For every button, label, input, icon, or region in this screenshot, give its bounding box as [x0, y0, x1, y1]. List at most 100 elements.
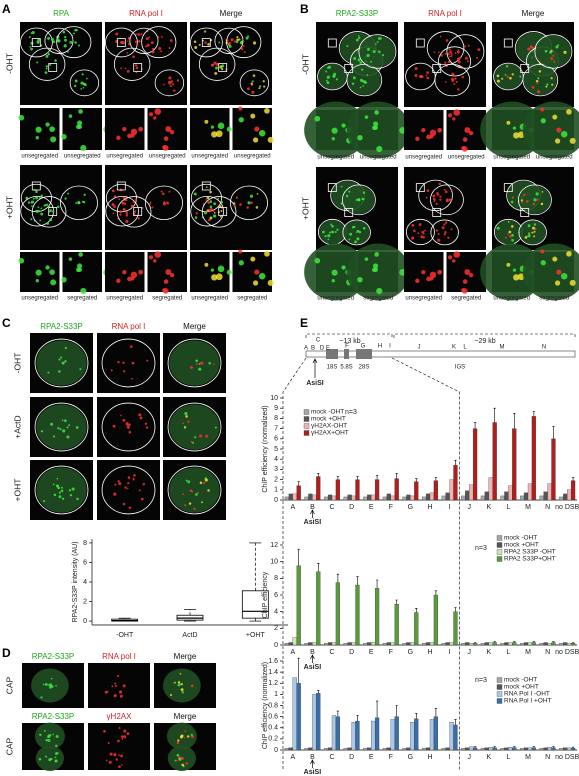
roi-box [116, 38, 126, 47]
focus [115, 32, 119, 36]
inset-caption: unsegregated [448, 155, 485, 161]
bar [355, 584, 360, 646]
nucleus-signal [346, 243, 410, 301]
focus [250, 113, 256, 119]
focus [476, 56, 479, 59]
bar [551, 747, 556, 751]
cell-outline [167, 465, 222, 515]
focus [126, 52, 129, 54]
error-bar [297, 657, 300, 684]
bar [441, 748, 446, 751]
focus [168, 76, 172, 80]
error-bar [532, 641, 536, 643]
focus [130, 276, 135, 281]
column-header: RPA2-S33P [40, 322, 83, 331]
focus [204, 119, 209, 124]
bar [406, 494, 411, 501]
focus [209, 216, 213, 220]
focus [171, 83, 175, 86]
nucleus-signal [495, 219, 522, 244]
focus [411, 236, 415, 240]
roi-box [344, 208, 354, 217]
focus [115, 758, 118, 761]
x-tick-label: M [525, 504, 531, 511]
focus [523, 194, 526, 197]
site-label: A [304, 346, 308, 352]
focus [126, 423, 129, 427]
bar [563, 747, 568, 751]
focus [207, 42, 210, 46]
focus [541, 191, 544, 193]
y-tick-label: 1.2 [268, 680, 278, 687]
focus [117, 480, 120, 483]
focus [30, 32, 33, 34]
focus [177, 681, 181, 684]
bar [327, 747, 333, 751]
focus [78, 252, 83, 257]
focus [552, 114, 558, 120]
focus [29, 45, 32, 48]
roi-box [48, 207, 58, 216]
focus [506, 262, 511, 267]
focus [357, 58, 361, 62]
focus [364, 115, 369, 119]
focus [510, 200, 514, 204]
focus [364, 257, 369, 261]
focus [184, 412, 188, 416]
focus [556, 269, 562, 275]
focus [126, 425, 130, 429]
inset-caption: unsegregated [360, 155, 397, 161]
focus [228, 41, 232, 45]
focus [205, 186, 208, 188]
bar [488, 642, 493, 646]
focus [267, 136, 274, 143]
focus [120, 764, 123, 766]
bar [429, 642, 435, 646]
y-tick-label: 1 [274, 691, 278, 698]
x-tick-label: D [349, 649, 354, 656]
focus [215, 66, 219, 70]
micrograph [97, 333, 160, 393]
focus [513, 132, 520, 139]
site-label: B [311, 346, 315, 352]
focus [199, 434, 203, 438]
bar [304, 496, 309, 501]
focus [69, 494, 73, 497]
focus [137, 33, 140, 36]
focus [46, 222, 50, 225]
y-tick-label: 0.6 [268, 713, 278, 720]
cell-outline [144, 185, 183, 221]
x-tick-label: K [486, 754, 491, 761]
bar [472, 428, 478, 501]
focus [193, 40, 197, 44]
focus [314, 115, 321, 122]
focus [111, 203, 115, 207]
focus [358, 36, 361, 40]
focus [538, 70, 542, 73]
focus [443, 188, 446, 191]
focus [328, 231, 332, 234]
zoom-line [282, 357, 307, 770]
nucleus-signal [163, 668, 201, 703]
focus [238, 117, 244, 123]
focus [119, 694, 123, 698]
bar [433, 716, 438, 751]
focus [47, 739, 51, 742]
focus [203, 30, 206, 33]
focus [124, 198, 128, 202]
focus [132, 200, 135, 204]
focus [433, 51, 436, 53]
focus [28, 36, 31, 39]
focus [162, 145, 167, 150]
bar [312, 494, 317, 501]
bar [351, 642, 356, 646]
focus [138, 126, 144, 132]
focus [439, 198, 442, 201]
annotation: AsiSI [304, 519, 322, 526]
row-label: -OHT [4, 53, 14, 74]
y-tick-label: 0.2 [268, 736, 278, 743]
focus [235, 196, 238, 199]
error-bar [317, 690, 320, 694]
focus [165, 269, 172, 275]
focus [241, 41, 243, 44]
